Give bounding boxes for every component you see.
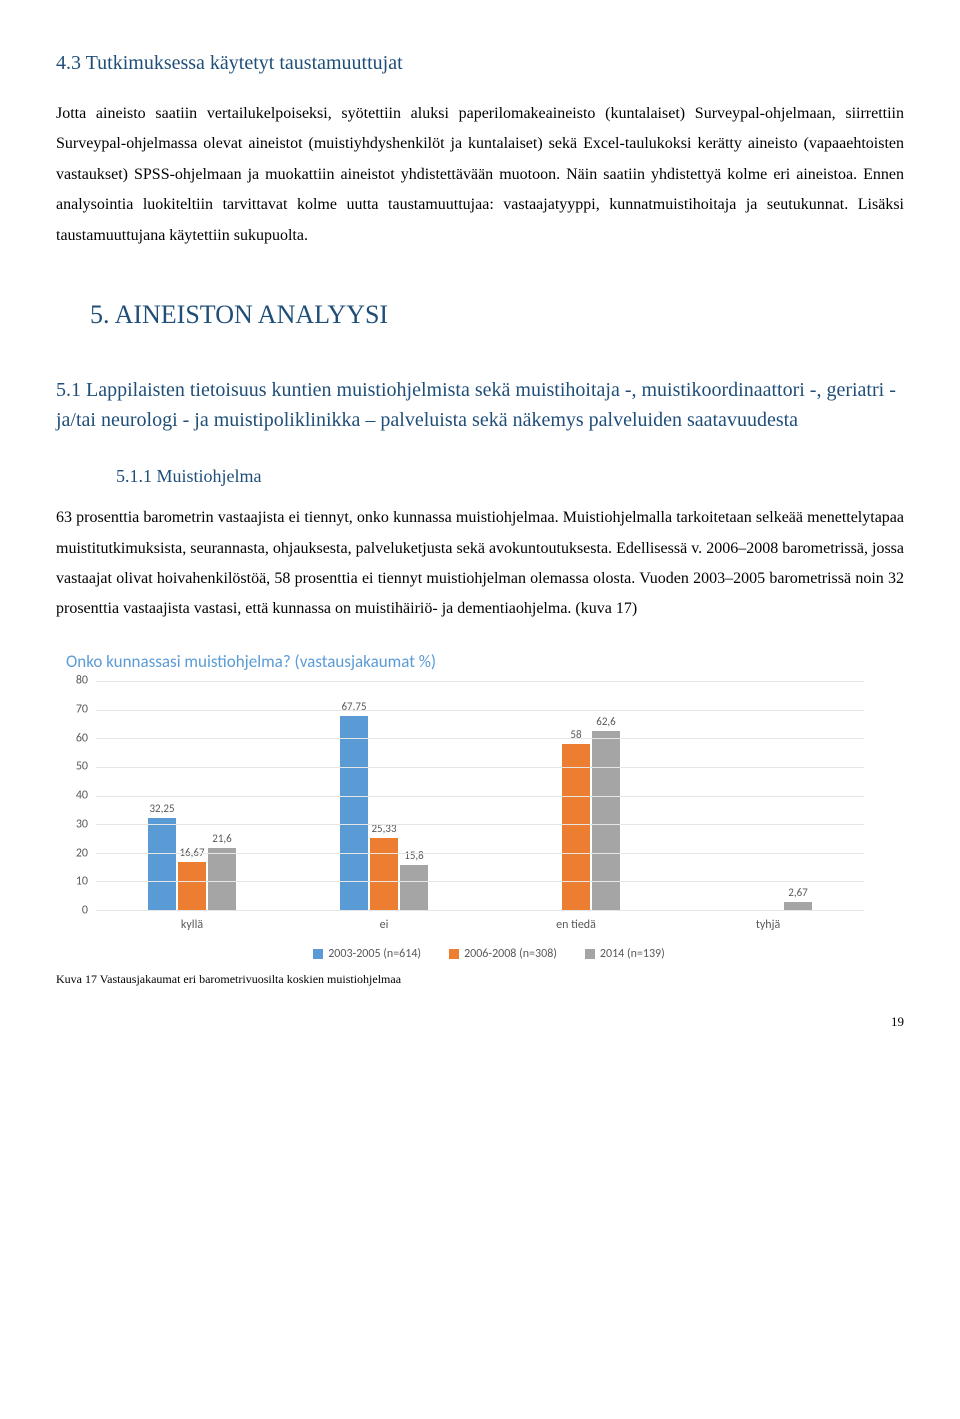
chart-title: Onko kunnassasi muistiohjelma? (vastausj… (66, 649, 904, 675)
heading-5-1-1: 5.1.1 Muistiohjelma (116, 463, 904, 491)
bar (400, 865, 428, 910)
chart-area: 01020304050607080 32,2516,6721,667,7525,… (70, 681, 864, 941)
legend-swatch (449, 949, 459, 959)
heading-5-1: 5.1 Lappilaisten tietoisuus kuntien muis… (56, 375, 904, 435)
grid-line (96, 824, 864, 825)
bar-value-label: 25,33 (371, 820, 396, 837)
grid-line (96, 881, 864, 882)
legend-swatch (313, 949, 323, 959)
bar (208, 848, 236, 910)
x-label: en tiedä (480, 916, 672, 935)
x-axis-labels: kylläeien tiedätyhjä (96, 916, 864, 935)
bar (148, 818, 176, 910)
x-label: ei (288, 916, 480, 935)
plot-area: 32,2516,6721,667,7525,3315,85862,62,67 (96, 681, 864, 911)
bar (784, 902, 812, 910)
bar-value-label: 21,6 (212, 830, 231, 847)
heading-5: 5. AINEISTON ANALYYSI (90, 295, 904, 335)
grid-line (96, 681, 864, 682)
grid-line (96, 853, 864, 854)
y-tick: 60 (76, 729, 88, 748)
y-tick: 40 (76, 787, 88, 806)
chart-legend: 2003-2005 (n=614) 2006-2008 (n=308) 2014 (… (74, 945, 904, 964)
bar-value-label: 32,25 (149, 800, 174, 817)
heading-4-3: 4.3 Tutkimuksessa käytetyt taustamuuttuj… (56, 48, 904, 79)
legend-label: 2014 (n=139) (600, 945, 665, 964)
bar-value-label: 2,67 (788, 884, 807, 901)
page-number: 19 (56, 1012, 904, 1032)
legend-item: 2006-2008 (n=308) (449, 945, 557, 964)
bar-value-label: 62,6 (596, 713, 615, 730)
grid-line (96, 738, 864, 739)
legend-label: 2003-2005 (n=614) (328, 945, 421, 964)
bar (592, 731, 620, 910)
legend-label: 2006-2008 (n=308) (464, 945, 557, 964)
legend-swatch (585, 949, 595, 959)
para-4-3: Jotta aineisto saatiin vertailukelpoisek… (56, 99, 904, 251)
grid-line (96, 710, 864, 711)
x-label: kyllä (96, 916, 288, 935)
bar-value-label: 67,75 (341, 698, 366, 715)
figure-caption: Kuva 17 Vastausjakaumat eri barometrivuo… (56, 970, 904, 989)
bar (562, 744, 590, 910)
y-tick: 70 (76, 701, 88, 720)
y-tick: 50 (76, 758, 88, 777)
y-tick: 10 (76, 873, 88, 892)
grid-line (96, 767, 864, 768)
bar (178, 862, 206, 910)
grid-line (96, 910, 864, 911)
para-5-1-1: 63 prosenttia barometrin vastaajista ei … (56, 503, 904, 625)
legend-item: 2014 (n=139) (585, 945, 665, 964)
y-tick: 20 (76, 844, 88, 863)
y-tick: 80 (76, 672, 88, 691)
y-tick: 0 (82, 902, 88, 921)
legend-item: 2003-2005 (n=614) (313, 945, 421, 964)
bar-chart: Onko kunnassasi muistiohjelma? (vastausj… (56, 649, 904, 964)
bar (370, 838, 398, 911)
bar-value-label: 58 (570, 726, 581, 743)
grid-line (96, 796, 864, 797)
bar-value-label: 15,8 (404, 847, 423, 864)
y-axis: 01020304050607080 (70, 681, 92, 911)
x-label: tyhjä (672, 916, 864, 935)
y-tick: 30 (76, 816, 88, 835)
